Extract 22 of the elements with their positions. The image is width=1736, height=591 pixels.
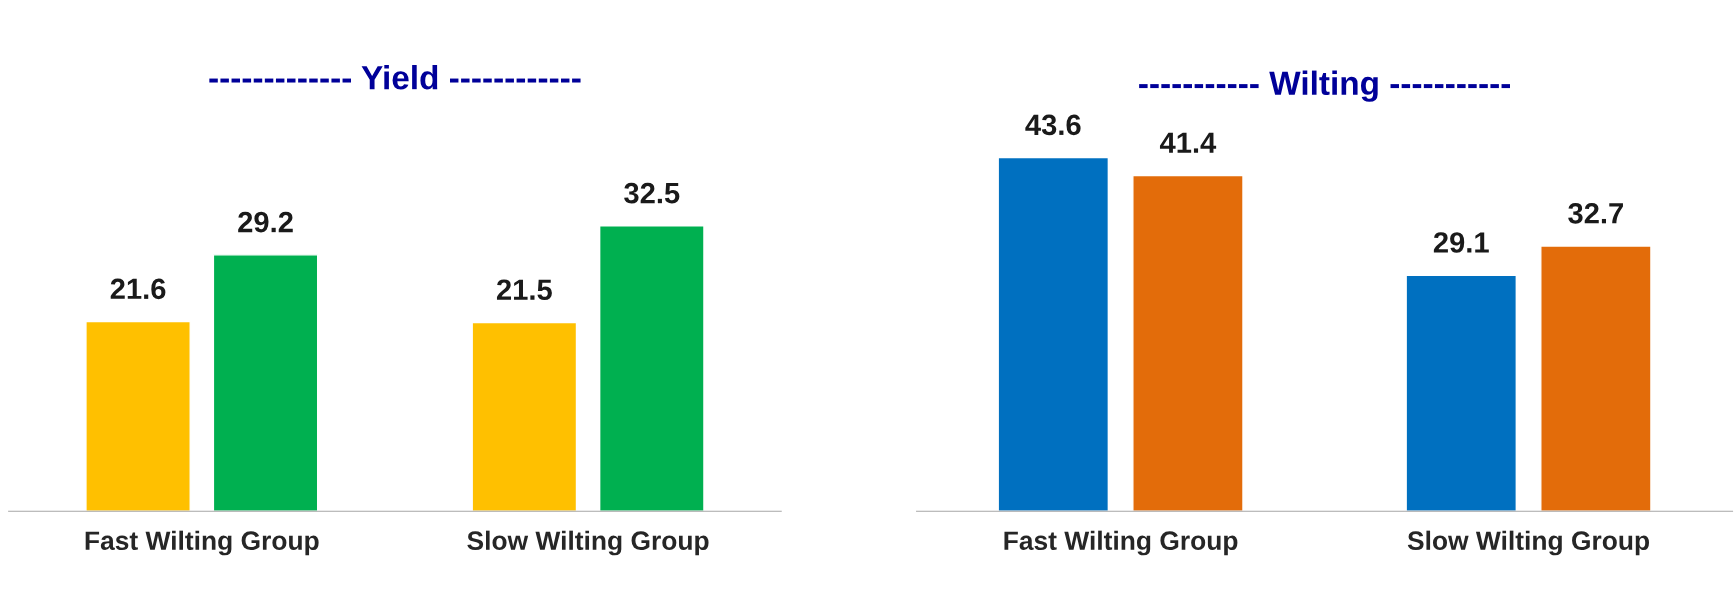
data-label: 29.2 — [238, 211, 293, 233]
bar — [471, 321, 578, 512]
bar — [997, 156, 1110, 512]
x-tick-label: Slow Wilting Group — [467, 530, 709, 556]
bar — [85, 320, 191, 512]
x-tick-label: Fast Wilting Group — [1004, 530, 1238, 556]
data-label: 32.7 — [1568, 202, 1623, 224]
chart-title: ------------- Yield ------------ — [209, 65, 581, 90]
data-label: 21.5 — [496, 279, 552, 301]
data-label: 43.6 — [1025, 114, 1081, 136]
bar — [598, 225, 705, 512]
data-label: 21.6 — [110, 278, 166, 300]
bar — [1132, 174, 1244, 512]
bar — [1540, 245, 1652, 512]
chart-title: ----------- Wilting ----------- — [1139, 70, 1510, 102]
data-label: 32.5 — [624, 182, 680, 204]
data-label: 29.1 — [1433, 232, 1489, 253]
bar — [1405, 274, 1518, 512]
x-tick-label: Fast Wilting Group — [85, 530, 319, 556]
x-tick-label: Slow Wilting Group — [1407, 530, 1650, 556]
data-label: 41.4 — [1159, 132, 1217, 153]
bar — [212, 254, 319, 512]
